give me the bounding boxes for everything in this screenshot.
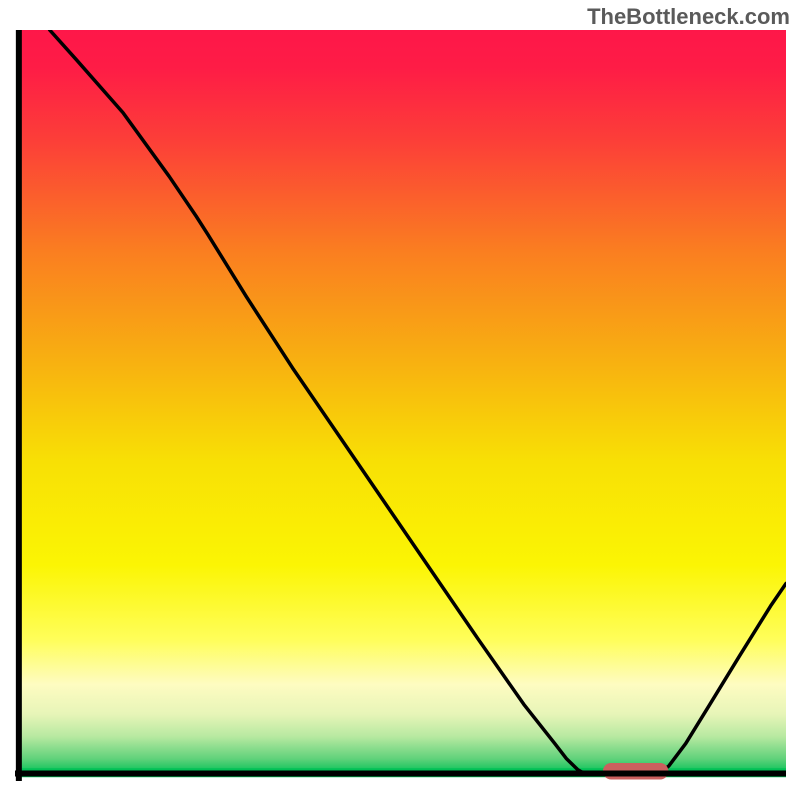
gradient-background	[19, 30, 786, 773]
chart-svg	[15, 30, 786, 781]
chart-area	[15, 30, 786, 781]
watermark-text: TheBottleneck.com	[587, 4, 790, 30]
